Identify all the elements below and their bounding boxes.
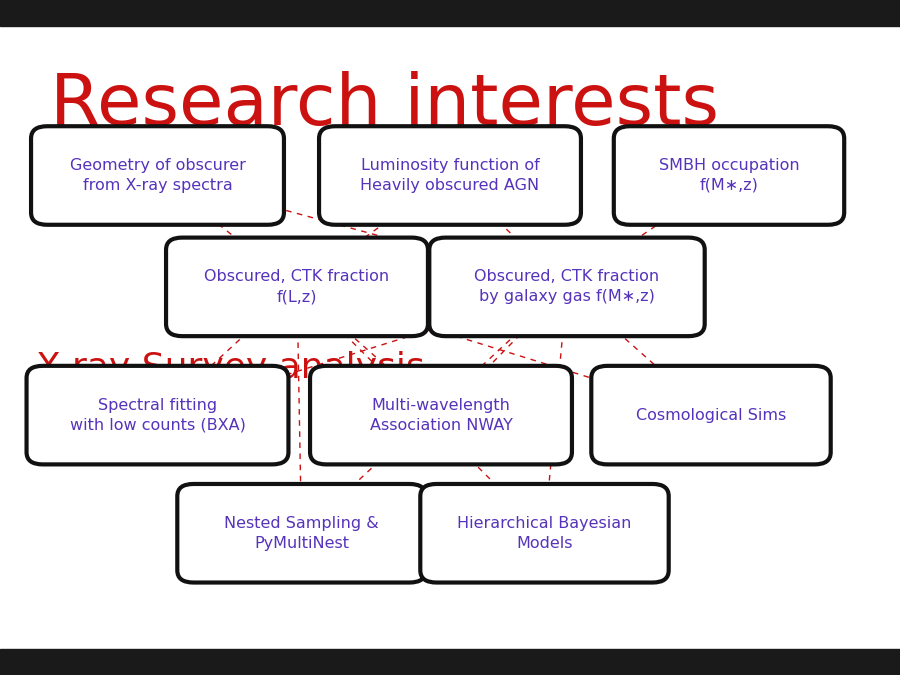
Bar	[0, 649, 900, 675]
FancyBboxPatch shape	[31, 126, 284, 225]
FancyBboxPatch shape	[26, 366, 288, 464]
Text: Geometry of obscurer
from X-ray spectra: Geometry of obscurer from X-ray spectra	[69, 158, 246, 193]
Text: X-ray Survey analysis: X-ray Survey analysis	[36, 351, 425, 385]
FancyBboxPatch shape	[614, 126, 844, 225]
FancyBboxPatch shape	[310, 366, 572, 464]
FancyBboxPatch shape	[166, 238, 428, 336]
Text: Hierarchical Bayesian
Models: Hierarchical Bayesian Models	[457, 516, 632, 551]
Text: Obscured, CTK fraction
f(L,z): Obscured, CTK fraction f(L,z)	[204, 269, 390, 304]
FancyBboxPatch shape	[320, 126, 581, 225]
Bar	[0, 0, 900, 26]
FancyBboxPatch shape	[591, 366, 831, 464]
Text: Multi-wavelength
Association NWAY: Multi-wavelength Association NWAY	[370, 398, 512, 433]
FancyBboxPatch shape	[177, 484, 426, 583]
FancyBboxPatch shape	[429, 238, 705, 336]
Text: Cosmological Sims: Cosmological Sims	[636, 408, 786, 423]
Text: Luminosity function of
Heavily obscured AGN: Luminosity function of Heavily obscured …	[360, 158, 540, 193]
Text: Obscured, CTK fraction
by galaxy gas f(M∗,z): Obscured, CTK fraction by galaxy gas f(M…	[474, 269, 660, 304]
Text: Spectral fitting
with low counts (BXA): Spectral fitting with low counts (BXA)	[69, 398, 246, 433]
Text: Research interests: Research interests	[50, 71, 718, 140]
Text: SMBH occupation
f(M∗,z): SMBH occupation f(M∗,z)	[659, 158, 799, 193]
Text: Nested Sampling &
PyMultiNest: Nested Sampling & PyMultiNest	[224, 516, 379, 551]
FancyBboxPatch shape	[420, 484, 669, 583]
